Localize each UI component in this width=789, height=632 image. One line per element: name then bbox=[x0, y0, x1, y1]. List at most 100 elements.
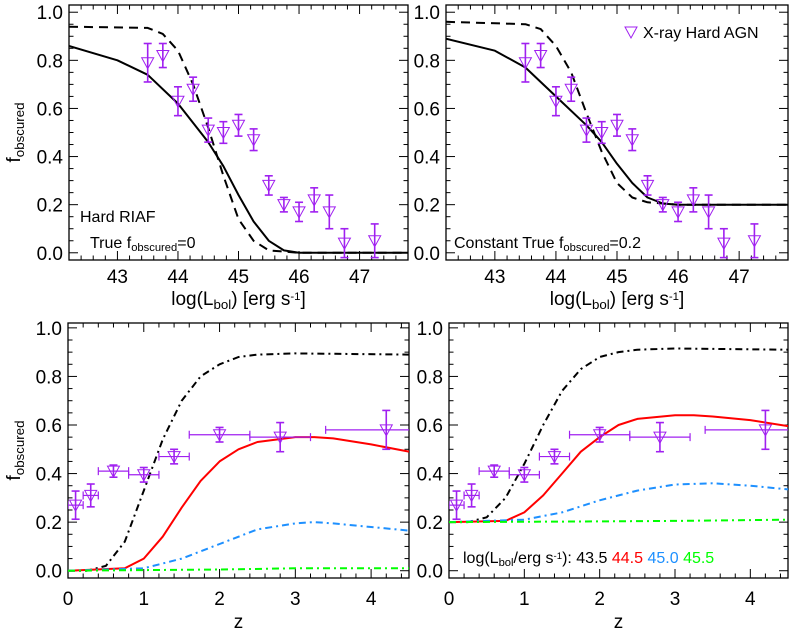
data-point-marker bbox=[83, 489, 98, 503]
legend-label: X-ray Hard AGN bbox=[643, 25, 759, 42]
data-point-marker bbox=[337, 237, 352, 251]
y-tick-label: 0.2 bbox=[417, 513, 443, 534]
series-legend-part: 45.0 bbox=[647, 550, 678, 567]
x-tick-label: 46 bbox=[288, 267, 309, 288]
data-point-marker bbox=[186, 83, 200, 97]
series-legend-part: -1 bbox=[554, 551, 563, 562]
data-point-marker bbox=[625, 134, 640, 147]
y-tick-label: 0.2 bbox=[414, 196, 440, 217]
y-tick-label: 0.0 bbox=[417, 562, 443, 583]
series-line-45.0 bbox=[68, 521, 409, 572]
data-point-marker bbox=[701, 206, 716, 219]
y-axis-label: fobscured bbox=[4, 103, 27, 163]
series-group bbox=[449, 347, 788, 524]
panel-bottom-right: 0 1 2 3 4 0.0 0.2 0.4 0.6 0.8 1.0 z log(Lbol/erg s-1… bbox=[417, 319, 789, 632]
x-tick-label: 44 bbox=[545, 267, 567, 288]
series-line-45.5 bbox=[68, 567, 409, 572]
y-tick-label: 0.4 bbox=[417, 465, 444, 486]
data-point-marker bbox=[594, 127, 609, 140]
annotation-true-fraction-part: =0 bbox=[177, 235, 195, 252]
series-line-solid bbox=[69, 44, 408, 254]
y-tick-label: 1.0 bbox=[37, 3, 63, 24]
y-tick-label: 0.4 bbox=[36, 465, 63, 486]
y-axis-label-part: f bbox=[4, 156, 25, 162]
series-legend-part: ): bbox=[562, 550, 576, 567]
data-point-marker bbox=[140, 57, 155, 70]
data-point-marker bbox=[547, 451, 562, 464]
annotation-model: Hard RIAF bbox=[80, 209, 156, 226]
y-tick-label: 0.4 bbox=[37, 148, 64, 169]
data-point-marker bbox=[549, 95, 563, 109]
data-point-marker bbox=[449, 499, 464, 513]
data-point-marker bbox=[592, 429, 607, 442]
series-line-43.5 bbox=[449, 347, 788, 524]
annotation-true-fraction-part: =0.2 bbox=[609, 235, 641, 252]
x-axis-label-part: log(L bbox=[171, 289, 213, 310]
annotation-true-fraction: True fobscured=0 bbox=[90, 235, 196, 254]
x-tick-label: 47 bbox=[729, 267, 750, 288]
x-tick-label: 0 bbox=[444, 589, 455, 610]
series-group bbox=[69, 25, 408, 259]
x-axis-label: z bbox=[234, 612, 244, 632]
series-line-dashed bbox=[69, 25, 408, 254]
y-axis-label-part: obscured bbox=[12, 421, 27, 476]
series-line-44.5 bbox=[449, 414, 788, 524]
x-axis-label-part: -1 bbox=[290, 291, 300, 303]
panel-top-right: 43 44 45 46 47 0.0 0.2 0.4 0.6 0.8 1.0 log(Lbol) [e… bbox=[414, 3, 789, 312]
annotation-true-fraction-part: True f bbox=[90, 235, 132, 252]
data-point-marker bbox=[212, 429, 227, 442]
x-tick-label: 1 bbox=[519, 589, 530, 610]
data-point-marker bbox=[367, 235, 382, 248]
series-legend-part: bol bbox=[499, 557, 514, 569]
y-tick-label: 1.0 bbox=[417, 319, 443, 340]
x-tick-label: 43 bbox=[107, 267, 128, 288]
plot-frame bbox=[67, 322, 410, 579]
series-line-45.5 bbox=[449, 518, 788, 524]
y-axis-label-part: f bbox=[4, 474, 25, 480]
data-point-marker bbox=[610, 119, 624, 133]
x-axis-label-part: bol bbox=[213, 297, 231, 312]
data-point-marker bbox=[487, 465, 502, 479]
y-tick-label: 0.0 bbox=[37, 244, 63, 265]
data-point-marker bbox=[216, 127, 231, 140]
y-tick-label: 0.8 bbox=[37, 51, 63, 72]
data-point-marker bbox=[68, 499, 83, 513]
y-axis-label-part: obscured bbox=[12, 103, 27, 158]
data-point-marker bbox=[167, 451, 181, 464]
x-tick-label: 3 bbox=[670, 589, 681, 610]
x-axis-label-part: ] bbox=[300, 289, 305, 310]
series-group bbox=[446, 20, 788, 259]
annotation-model-part: Hard RIAF bbox=[80, 209, 156, 226]
x-tick-label: 46 bbox=[668, 267, 689, 288]
series-line-dashed bbox=[446, 20, 788, 206]
x-tick-label: 1 bbox=[138, 589, 149, 610]
x-tick-label: 3 bbox=[290, 589, 301, 610]
data-point-marker bbox=[201, 124, 216, 138]
x-tick-label: 47 bbox=[349, 267, 370, 288]
annotation-true-fraction-part: Constant True f bbox=[454, 235, 564, 252]
x-tick-label: 2 bbox=[214, 589, 225, 610]
data-point-marker bbox=[322, 206, 337, 219]
data-point-marker bbox=[533, 50, 548, 63]
data-point-marker bbox=[655, 199, 670, 212]
x-axis-label-part: ] bbox=[679, 289, 684, 310]
legend-marker bbox=[624, 26, 638, 40]
data-point-marker bbox=[106, 465, 121, 479]
y-tick-label: 0.6 bbox=[417, 416, 443, 437]
panel-bottom-left: 0 1 2 3 4 0.0 0.2 0.4 0.6 0.8 1.0 z fobscured bbox=[4, 319, 410, 632]
data-point-marker bbox=[579, 124, 594, 138]
data-point-marker bbox=[277, 199, 291, 212]
x-axis-label-part: z bbox=[234, 612, 244, 632]
x-tick-label: 0 bbox=[63, 589, 74, 610]
y-tick-label: 0.0 bbox=[414, 244, 440, 265]
y-tick-label: 1.0 bbox=[36, 319, 62, 340]
annotation-true-fraction: Constant True fobscured=0.2 bbox=[454, 235, 641, 254]
data-point-marker bbox=[379, 424, 394, 437]
x-tick-label: 4 bbox=[745, 589, 756, 610]
data-point-marker bbox=[640, 179, 655, 193]
data-point-marker bbox=[261, 179, 276, 193]
plot-frame bbox=[448, 322, 789, 579]
series-legend-part: 45.5 bbox=[683, 550, 714, 567]
data-point-marker bbox=[747, 235, 762, 248]
y-tick-label: 0.2 bbox=[37, 196, 63, 217]
